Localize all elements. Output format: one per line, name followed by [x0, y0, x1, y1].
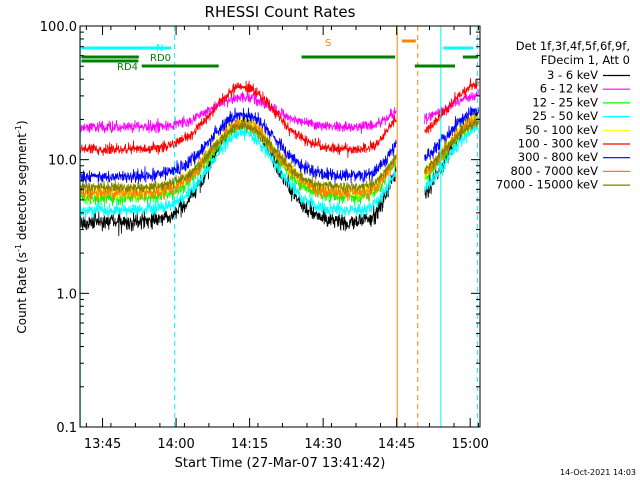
x-tick-label: 14:30 — [304, 437, 341, 452]
rd4-label: RD4 — [117, 62, 138, 73]
y-axis-label-part-3: ) — [15, 120, 29, 125]
legend-entry-label: 3 - 6 keV — [547, 68, 598, 82]
saa-label: S — [325, 38, 331, 49]
night-label: N — [156, 43, 163, 54]
y-axis-label-part-2: detector segment — [15, 133, 29, 244]
x-tick-label: 14:15 — [231, 437, 268, 452]
x-tick-label: 14:00 — [157, 437, 194, 452]
legend: Det 1f,3f,4f,5f,6f,9f, FDecim 1, Att 0 3… — [496, 39, 630, 192]
series-line-6 — [424, 106, 479, 161]
y-tick-label: 0.1 — [56, 421, 77, 436]
plot-timestamp: 14-Oct-2021 14:03 — [560, 468, 636, 477]
data-layer — [79, 78, 479, 237]
x-axis-ticks: 13:45 14:00 14:15 14:30 14:45 15:00 — [84, 26, 489, 452]
legend-entry-label: 25 - 50 keV — [532, 109, 598, 123]
y-axis-label: Count Rate (s-1 detector segment-1) — [14, 120, 29, 333]
x-tick-label: 14:45 — [378, 437, 415, 452]
legend-entry-label: 6 - 12 keV — [540, 82, 598, 96]
y-axis-label-part-1: Count Rate (s — [15, 252, 29, 334]
x-tick-label: 15:00 — [451, 437, 488, 452]
plot-frame — [79, 25, 481, 428]
series-line-1 — [424, 89, 479, 125]
series-line-5 — [424, 78, 479, 135]
x-axis-label: Start Time (27-Mar-07 13:41:42) — [175, 456, 386, 471]
y-tick-label: 10.0 — [48, 154, 77, 169]
legend-header-1: Det 1f,3f,4f,5f,6f,9f, — [516, 39, 630, 53]
legend-entry-label: 7000 - 15000 keV — [496, 178, 598, 192]
y-axis-ticks: 0.1 1.0 10.0 100.0 — [40, 20, 480, 436]
series-line-8 — [424, 116, 479, 175]
series-line-3 — [79, 125, 397, 220]
legend-entry-label: 50 - 100 keV — [525, 123, 598, 137]
y-axis-label-sup-1: -1 — [14, 244, 23, 252]
series-line-6 — [79, 107, 397, 185]
legend-entry-label: 300 - 800 keV — [518, 150, 598, 164]
y-tick-label: 100.0 — [40, 20, 77, 35]
legend-entry-label: 800 - 7000 keV — [510, 164, 598, 178]
series-line-8 — [79, 120, 397, 195]
y-tick-label: 1.0 — [56, 287, 77, 302]
legend-entry-label: 100 - 300 keV — [518, 137, 598, 151]
x-tick-label: 13:45 — [84, 437, 121, 452]
series-line-5 — [79, 80, 397, 158]
rd0-label: RD0 — [150, 53, 171, 64]
legend-header-2: FDecim 1, Att 0 — [541, 53, 630, 67]
y-axis-label-sup-2: -1 — [14, 125, 23, 133]
series-line-1 — [79, 91, 397, 134]
chart-title: RHESSI Count Rates — [205, 3, 356, 21]
legend-entry-label: 12 - 25 keV — [532, 95, 598, 109]
